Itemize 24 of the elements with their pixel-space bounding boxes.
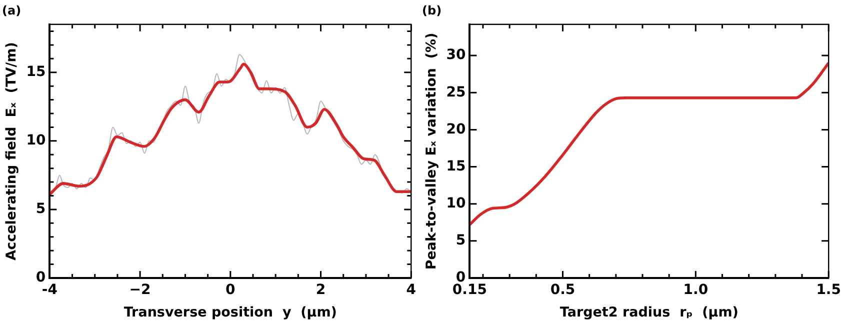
- y-tick-label: 15: [26, 64, 46, 80]
- y-tick-label: 15: [446, 158, 466, 174]
- chart-title: (b): [422, 3, 442, 18]
- x-tick-label: 1.0: [683, 282, 708, 298]
- x-axis-title: Target2 radius rₚ (μm): [560, 304, 738, 320]
- y-axis-title: Accelerating field Eₓ (TV/m): [4, 42, 20, 260]
- x-tick-label: 0.15: [452, 282, 487, 298]
- x-tick-label: 0: [226, 282, 236, 298]
- y-tick-label: 5: [456, 232, 466, 249]
- x-tick-label: 1.5: [816, 282, 842, 298]
- y-tick-label: 30: [446, 47, 466, 64]
- line-series: [470, 62, 829, 226]
- y-tick-label: 10: [26, 132, 46, 149]
- x-tick-label: −2: [129, 282, 151, 298]
- y-tick-label: 5: [36, 201, 46, 218]
- chart-title: (a): [2, 3, 22, 18]
- x-axis-title: Transverse position y (μm): [124, 304, 337, 320]
- x-tick-label: 2: [316, 282, 326, 298]
- y-tick-label: 25: [446, 84, 466, 100]
- y-tick-label: 10: [446, 195, 466, 212]
- y-tick-label: 20: [446, 121, 466, 138]
- y-axis-title: Peak-to-valley Eₓ variation (%): [424, 32, 440, 270]
- x-tick-label: 4: [406, 282, 416, 298]
- x-tick-label: 0.5: [550, 282, 576, 298]
